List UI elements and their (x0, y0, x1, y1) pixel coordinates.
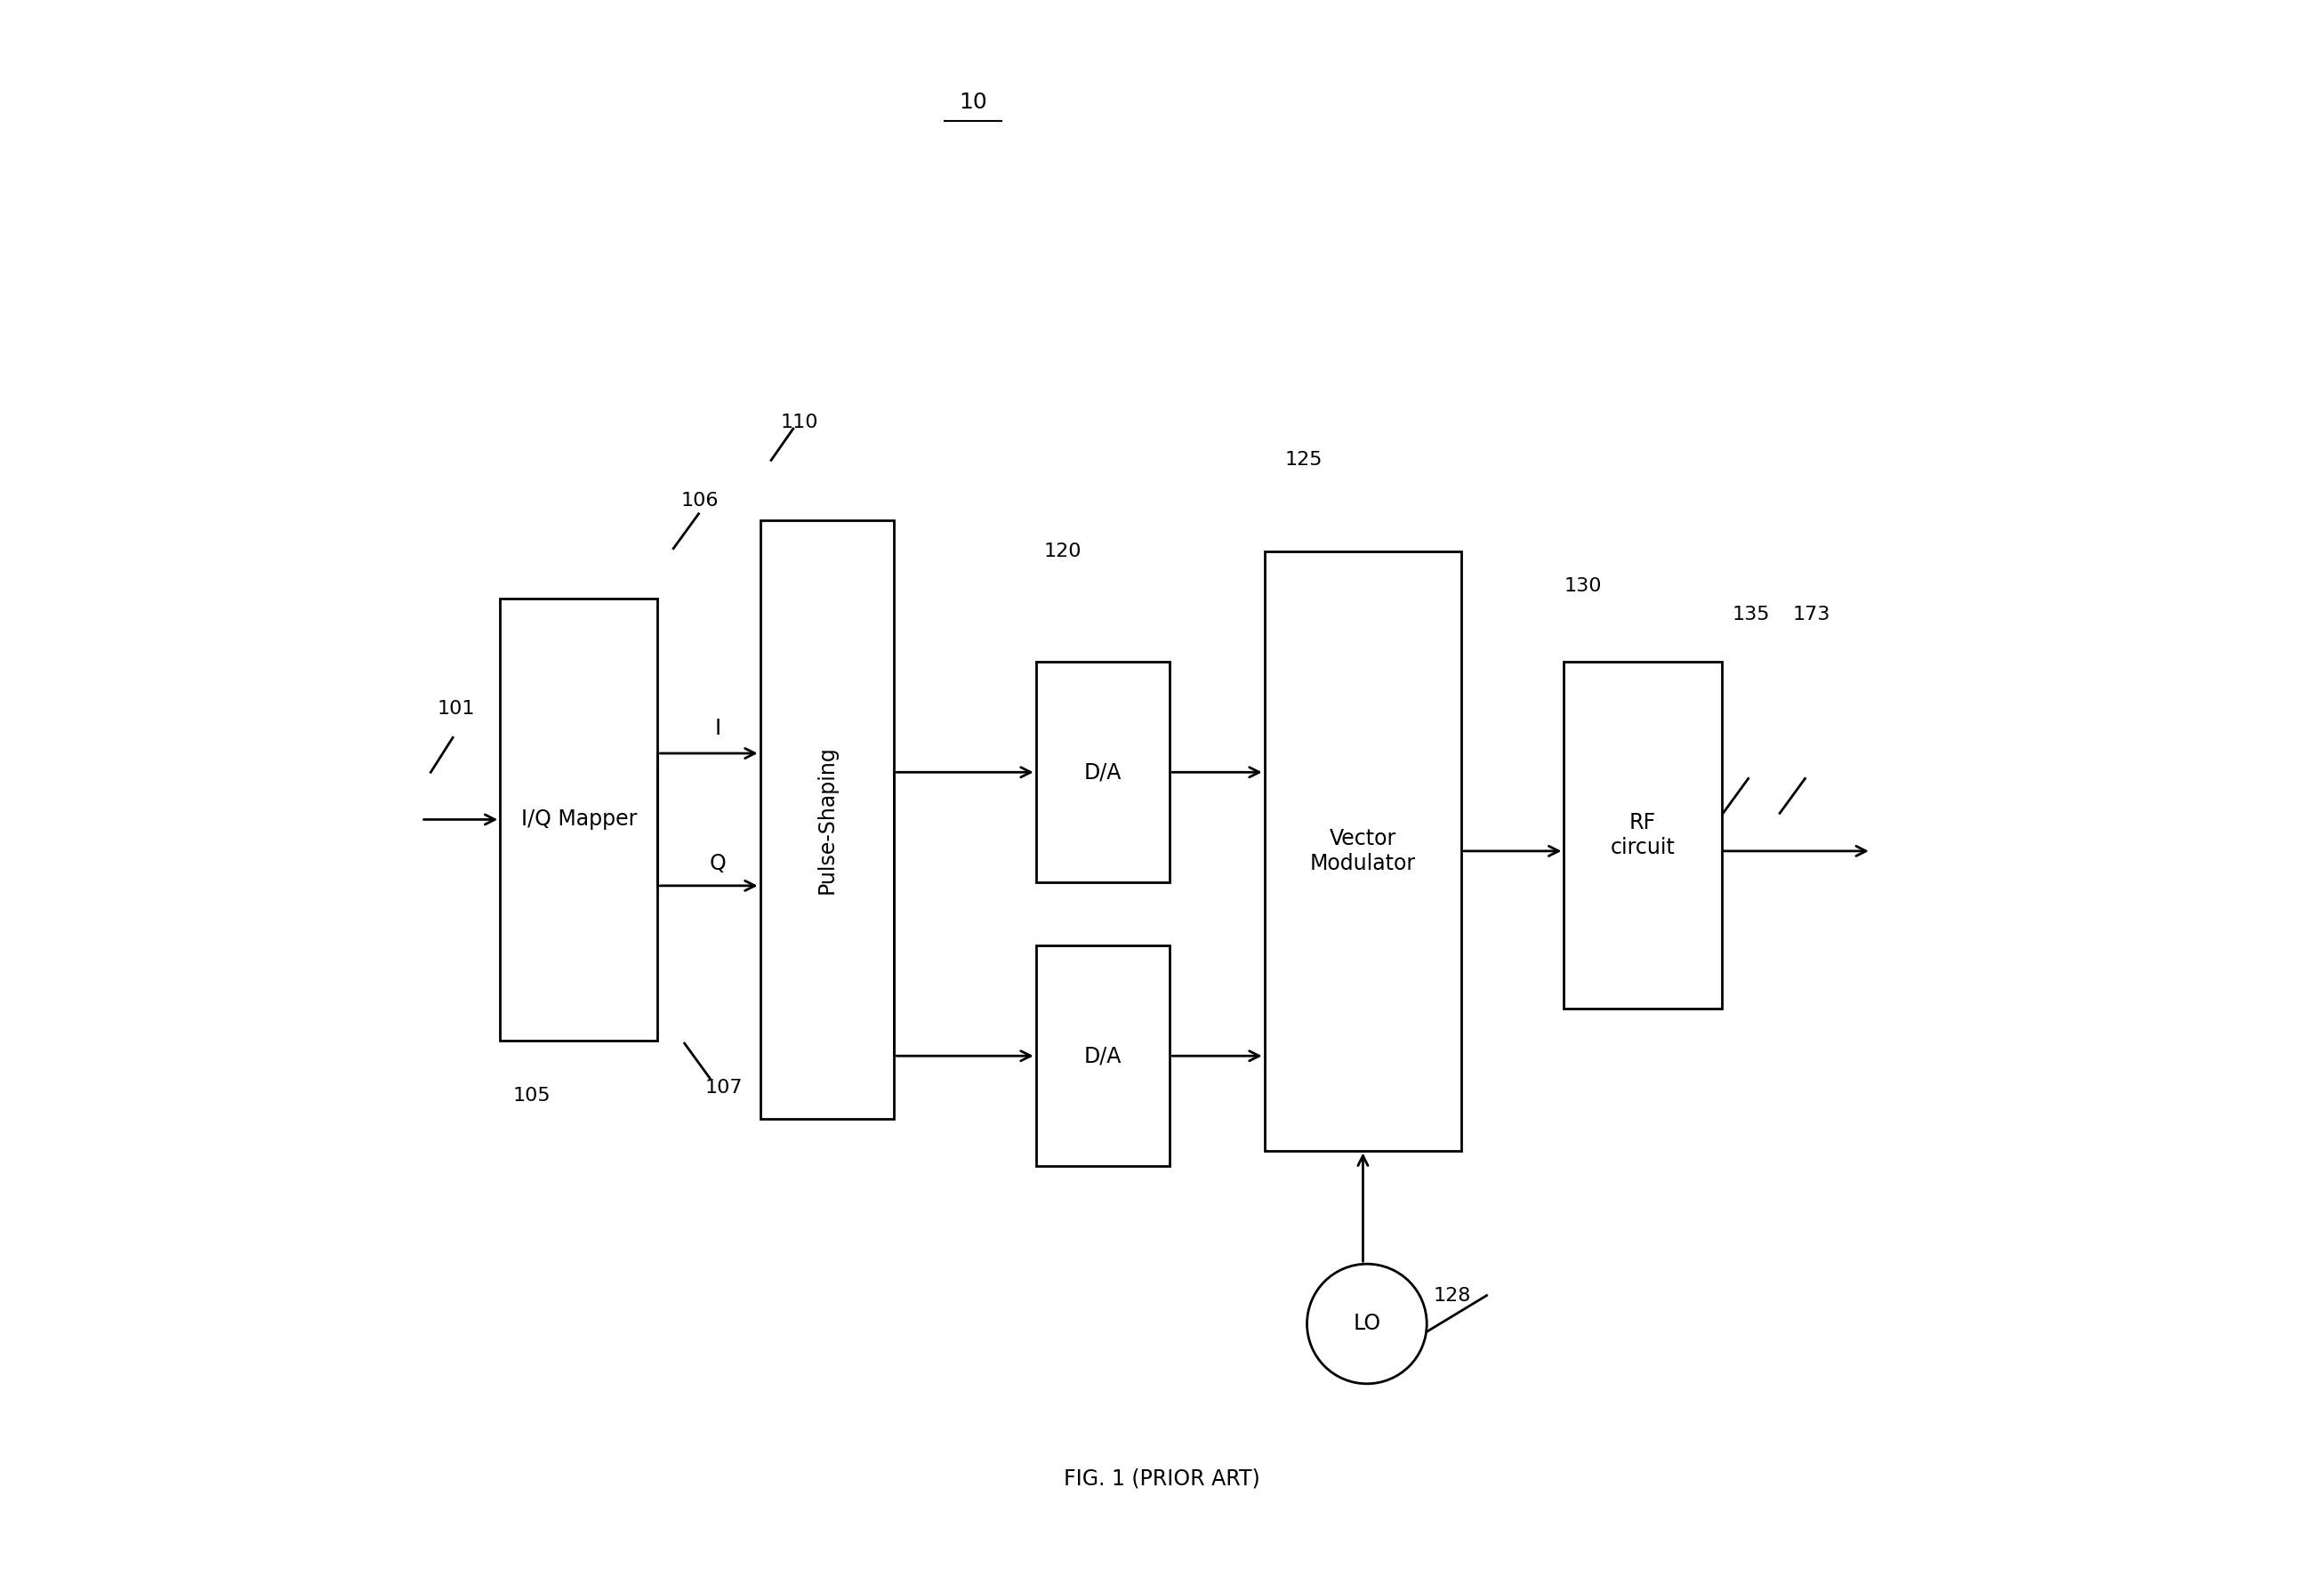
Text: 110: 110 (781, 413, 818, 432)
Text: I: I (713, 717, 720, 739)
Text: Vector
Modulator: Vector Modulator (1311, 827, 1415, 875)
Text: 125: 125 (1285, 451, 1322, 470)
FancyBboxPatch shape (760, 520, 895, 1119)
Text: 107: 107 (704, 1078, 744, 1097)
Text: 101: 101 (437, 700, 474, 719)
Text: 120: 120 (1043, 542, 1081, 561)
Text: 130: 130 (1564, 577, 1601, 596)
Text: 106: 106 (681, 492, 718, 511)
Text: 105: 105 (514, 1086, 551, 1105)
FancyBboxPatch shape (1037, 662, 1169, 883)
Text: 128: 128 (1434, 1286, 1471, 1305)
Text: 173: 173 (1792, 605, 1829, 624)
Text: D/A: D/A (1083, 1045, 1122, 1067)
Text: Q: Q (709, 853, 725, 875)
Text: 135: 135 (1731, 605, 1771, 624)
Text: D/A: D/A (1083, 761, 1122, 783)
Text: 10: 10 (960, 91, 988, 113)
Text: Pulse-Shaping: Pulse-Shaping (816, 745, 837, 894)
FancyBboxPatch shape (1037, 946, 1169, 1166)
FancyBboxPatch shape (1564, 662, 1722, 1009)
Text: RF
circuit: RF circuit (1611, 812, 1676, 859)
FancyBboxPatch shape (1264, 552, 1462, 1150)
Circle shape (1306, 1264, 1427, 1384)
Text: LO: LO (1353, 1313, 1380, 1335)
Text: I/Q Mapper: I/Q Mapper (521, 808, 637, 831)
Text: FIG. 1 (PRIOR ART): FIG. 1 (PRIOR ART) (1064, 1467, 1260, 1489)
FancyBboxPatch shape (500, 599, 658, 1040)
